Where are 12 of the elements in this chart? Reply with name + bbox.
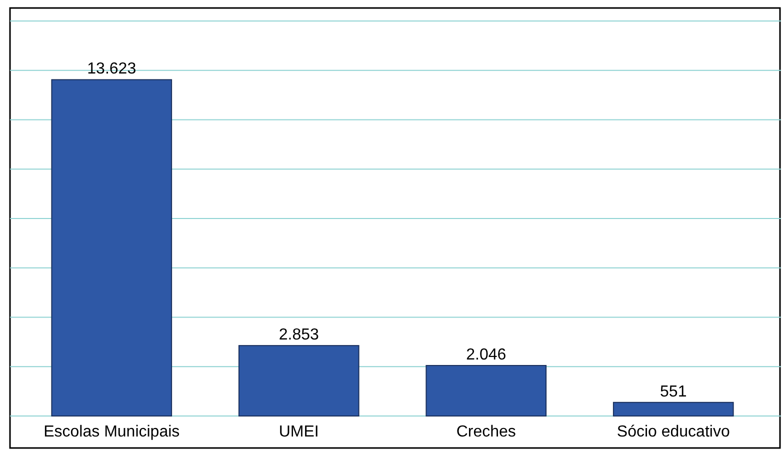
x-tick-label: Escolas Municipais <box>44 424 180 441</box>
x-tick-label: Sócio educativo <box>616 424 730 441</box>
data-label: 551 <box>660 383 687 400</box>
x-tick-label: UMEI <box>278 424 319 441</box>
data-label: 13.623 <box>87 60 136 78</box>
data-label: 2.853 <box>278 326 319 344</box>
bar <box>238 345 360 416</box>
bar <box>426 364 547 416</box>
data-label: 2.046 <box>466 346 506 364</box>
bar <box>612 402 734 416</box>
bar <box>51 79 172 416</box>
x-tick-label: Creches <box>456 424 516 441</box>
